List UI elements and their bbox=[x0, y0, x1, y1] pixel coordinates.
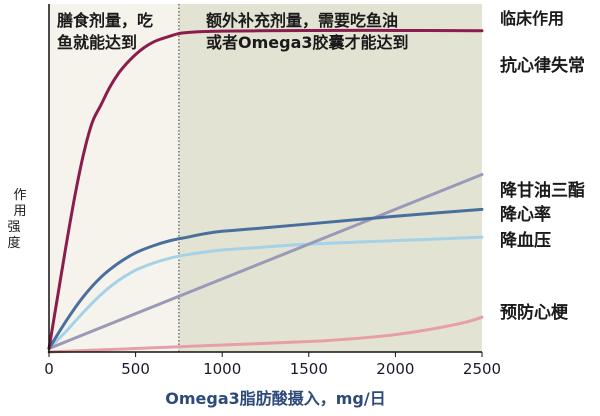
series-label-2: 降心率 bbox=[500, 204, 551, 225]
dietary-region-label-line: 鱼就能达到 bbox=[57, 33, 137, 52]
x-tick-label: 1000 bbox=[203, 360, 241, 378]
series-line-0 bbox=[47, 28, 484, 351]
x-axis-label: Omega3脂肪酸摄入，mg/日 bbox=[165, 389, 385, 408]
x-tick-label: 0 bbox=[44, 360, 54, 378]
clinical-effect-header: 临床作用 bbox=[500, 9, 564, 28]
x-tick-label: 2000 bbox=[376, 360, 414, 378]
y-axis-label-char: 作 bbox=[13, 188, 26, 203]
x-ticks: 0 500 1000 1500 2000 2500 bbox=[44, 352, 501, 378]
series-line-4 bbox=[47, 315, 484, 354]
supplement-dose-region bbox=[178, 4, 482, 352]
series-lines bbox=[47, 28, 484, 354]
y-axis-label-char: 用 bbox=[13, 204, 26, 219]
series-line-1 bbox=[47, 173, 484, 351]
supplement-region-label-line: 或者Omega3胶囊才能达到 bbox=[206, 33, 409, 52]
x-tick-label: 500 bbox=[121, 360, 150, 378]
y-axis-label-char: 度 bbox=[7, 235, 20, 251]
series-label-1: 降甘油三酯 bbox=[500, 180, 585, 201]
axes bbox=[48, 4, 482, 353]
x-tick-label: 1500 bbox=[290, 360, 328, 378]
dietary-dose-region bbox=[49, 4, 179, 352]
supplement-region-label-line: 额外补充剂量，需要吃鱼油 bbox=[206, 11, 398, 30]
dietary-region-label-line: 膳食剂量，吃 bbox=[57, 11, 153, 30]
x-tick-label: 2500 bbox=[463, 360, 501, 378]
series-label-3: 降血压 bbox=[500, 230, 551, 251]
series-label-0: 抗心律失常 bbox=[500, 55, 585, 76]
series-label-4: 预防心梗 bbox=[500, 302, 569, 323]
chart-regions bbox=[49, 4, 482, 352]
y-axis-label-char: 强 bbox=[7, 220, 20, 235]
series-line-2 bbox=[47, 207, 484, 351]
